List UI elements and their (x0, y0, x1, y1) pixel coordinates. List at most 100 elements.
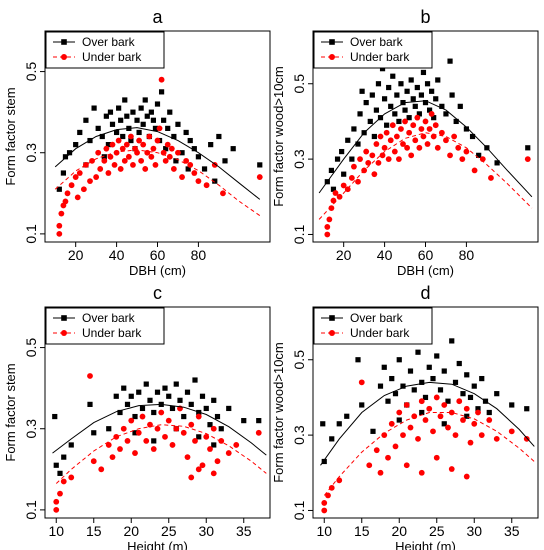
data-point-under-bark (373, 447, 380, 454)
legend-label: Under bark (82, 326, 142, 340)
data-point-over-bark (128, 393, 134, 399)
data-point-over-bark (109, 121, 116, 127)
data-point-over-bark (371, 133, 377, 140)
data-point-under-bark (393, 133, 400, 140)
data-point-under-bark (355, 178, 361, 185)
y-axis-label: Form factor stem (3, 87, 18, 185)
data-point-over-bark (56, 186, 62, 192)
data-point-under-bark (398, 126, 404, 132)
data-point-under-bark (463, 473, 470, 480)
data-point-under-bark (400, 141, 406, 147)
data-point-under-bark (76, 170, 83, 176)
data-point-over-bark (199, 393, 206, 399)
data-point-over-bark (406, 115, 412, 121)
data-point-over-bark (494, 160, 500, 166)
data-point-over-bark (91, 105, 97, 111)
y-tick-label: 0.3 (291, 149, 307, 169)
data-point-over-bark (453, 118, 459, 125)
data-point-under-bark (146, 133, 153, 140)
data-point-over-bark (171, 133, 177, 140)
data-point-under-bark (391, 148, 398, 155)
data-point-over-bark (486, 409, 492, 416)
data-point-under-bark (207, 446, 213, 452)
data-point-under-bark (115, 137, 122, 144)
data-point-over-bark (166, 393, 172, 399)
data-point-over-bark (424, 81, 431, 87)
data-point-under-bark (400, 432, 406, 439)
data-point-over-bark (384, 122, 390, 128)
data-point-over-bark (471, 383, 477, 389)
panel-d: d 10 15 20 25 30 35 0.1 0.3 0.5 Height (m) Form fac… (271, 283, 539, 550)
data-point-over-bark (175, 121, 181, 127)
data-point-over-bark (441, 368, 447, 374)
data-point-over-bark (426, 107, 433, 113)
data-point-under-bark (107, 153, 114, 160)
data-point-under-bark (408, 152, 415, 159)
data-point-over-bark (99, 133, 105, 140)
data-point-under-bark (158, 76, 165, 83)
data-point-under-bark (426, 126, 433, 132)
data-point-under-bark (175, 149, 181, 156)
data-point-under-bark (142, 166, 149, 172)
data-point-under-bark (377, 133, 384, 140)
x-tick-label: 10 (316, 523, 332, 539)
data-point-under-bark (255, 429, 262, 436)
data-point-under-bark (406, 129, 413, 136)
data-point-under-bark (128, 133, 134, 140)
data-point-under-bark (321, 507, 328, 514)
data-point-under-bark (95, 149, 102, 156)
data-point-under-bark (210, 425, 217, 432)
x-tick-label: 35 (504, 523, 520, 539)
data-point-under-bark (478, 432, 485, 439)
data-point-under-bark (93, 174, 100, 180)
data-point-over-bark (422, 99, 429, 106)
data-point-over-bark (62, 154, 69, 160)
data-point-over-bark (230, 146, 236, 152)
data-point-over-bark (377, 383, 384, 389)
data-point-over-bark (52, 413, 58, 420)
data-point-under-bark (443, 137, 449, 144)
data-point-over-bark (341, 171, 347, 177)
data-point-over-bark (410, 96, 416, 102)
data-point-over-bark (404, 88, 410, 94)
legend-box (45, 31, 165, 69)
legend-marker-square (61, 39, 67, 45)
data-point-under-bark (125, 153, 132, 160)
data-point-under-bark (330, 197, 337, 204)
data-point-under-bark (326, 216, 333, 223)
data-point-under-bark (411, 413, 418, 420)
data-point-over-bark (460, 391, 466, 397)
data-point-over-bark (334, 156, 341, 162)
data-point-under-bark (68, 474, 75, 481)
data-point-under-bark (418, 398, 425, 405)
data-point-under-bark (396, 409, 403, 416)
x-axis-label: DBH (cm) (397, 263, 454, 278)
data-point-over-bark (148, 109, 154, 115)
data-point-under-bark (87, 178, 93, 185)
x-tick-label: 35 (236, 523, 252, 539)
data-point-over-bark (396, 118, 402, 125)
data-point-under-bark (475, 409, 481, 416)
data-point-over-bark (394, 92, 400, 98)
data-point-under-bark (418, 469, 425, 476)
data-point-under-bark (139, 413, 146, 420)
data-point-under-bark (388, 420, 395, 427)
x-tick-label: 25 (161, 523, 177, 539)
data-point-over-bark (169, 405, 176, 412)
data-point-under-bark (143, 438, 150, 444)
data-point-under-bark (415, 435, 421, 442)
legend-marker-circle (61, 54, 67, 60)
data-point-over-bark (138, 105, 144, 111)
y-tick-label: 0.3 (23, 143, 39, 163)
data-point-over-bark (422, 394, 429, 401)
y-axis-label: Form factor wood>10cm (271, 66, 286, 207)
data-point-under-bark (173, 425, 180, 432)
legend-label: Over bark (350, 35, 404, 49)
data-point-over-bark (400, 99, 406, 106)
data-point-under-bark (56, 222, 63, 229)
data-point-under-bark (447, 152, 453, 159)
data-point-under-bark (210, 470, 217, 477)
data-point-under-bark (410, 122, 417, 129)
data-point-under-bark (105, 442, 112, 448)
